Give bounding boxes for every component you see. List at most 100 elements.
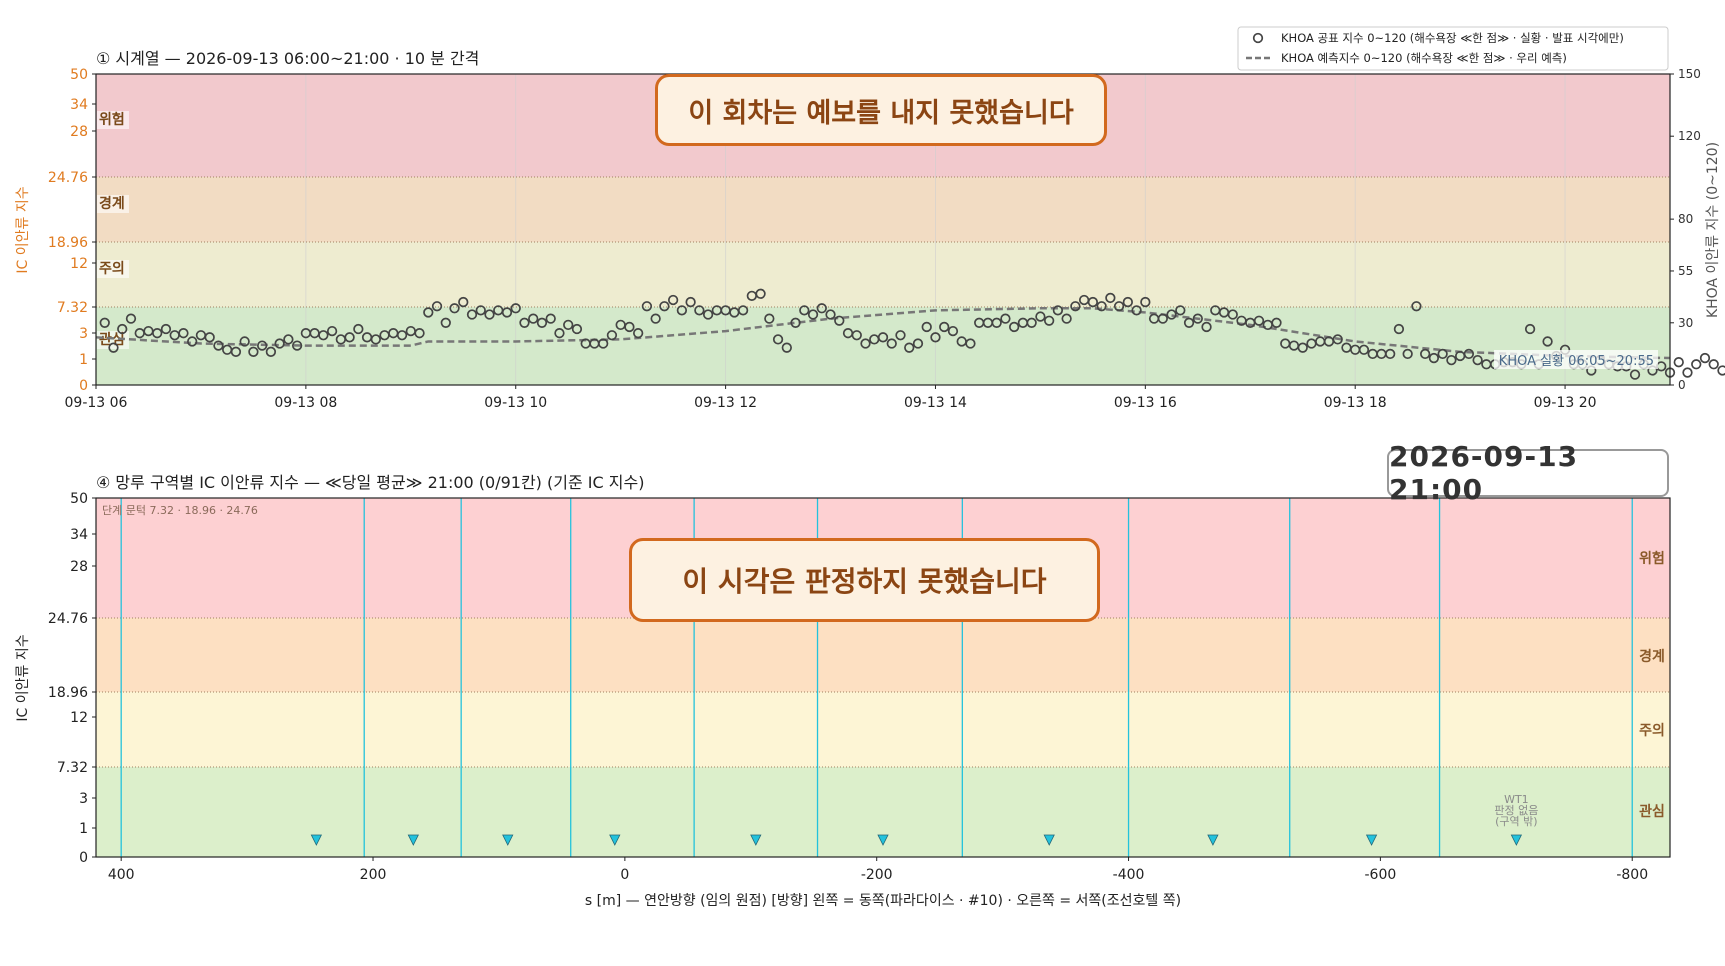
observed-point (440, 317, 451, 328)
observed-point (624, 321, 635, 333)
observed-point (1192, 313, 1203, 324)
observed-point (125, 313, 137, 324)
timestamp-stamp: 2026-09-13 21:00 (1387, 440, 1669, 506)
observed-point (510, 303, 521, 314)
tower-marker (1510, 834, 1523, 846)
observed-point (1183, 317, 1195, 328)
y-tick-label: 50 (70, 491, 88, 507)
y-tick-label: 24.76 (48, 611, 88, 627)
y-right-tick-label: 150 (1678, 67, 1701, 81)
observed-point (737, 305, 749, 316)
observed-point (807, 309, 819, 320)
observed-point (318, 330, 329, 341)
y-axis-label: IC 이안류 지수 (15, 634, 31, 721)
band-label-위험: 위험 (99, 111, 125, 128)
y-right-tick-label: 55 (1678, 264, 1693, 278)
x-axis-label: s [m] — 연안방향 (임의 원점) [방향] 왼쪽 = 동쪽(파라다이스 … (585, 893, 1181, 909)
wt1-label: WT1 (1504, 793, 1529, 806)
observed-point (501, 307, 513, 318)
y-tick-label: 12 (70, 256, 88, 272)
observed-point (764, 313, 775, 324)
observed-point (1105, 292, 1116, 304)
observed-point (283, 334, 294, 345)
observed-point (545, 313, 556, 324)
observed-point (1542, 336, 1553, 347)
bottom-zone-chart: 관심 주의 경계 위험 단계 문턱 7.32 · 18.96 · 24.76 WT1판정 … (15, 473, 1671, 909)
observed-point (1717, 365, 1725, 376)
observed-point (1393, 323, 1405, 335)
observed-point (1227, 309, 1238, 320)
observed-point (1699, 352, 1711, 364)
observed-point (799, 305, 810, 316)
observed-point (790, 317, 801, 328)
wt1-label: 판정 없음 (1494, 804, 1538, 817)
observed-point (1131, 305, 1142, 316)
forecast-line (95, 307, 1671, 360)
x-tick-label: 0 (620, 867, 629, 883)
observed-point (1332, 334, 1343, 345)
observed-point (877, 332, 889, 343)
observed-point (519, 317, 530, 328)
observed-point (860, 338, 871, 349)
observed-point (641, 301, 653, 312)
observed-point (414, 328, 425, 339)
observed-point (1446, 354, 1457, 366)
observed-point (921, 321, 932, 333)
observed-point (274, 338, 285, 349)
y-tick-label: 1 (79, 352, 88, 368)
observed-point (1682, 367, 1693, 378)
observed-point (1463, 348, 1475, 360)
band-경계 (96, 177, 1670, 242)
tower-marker (1365, 834, 1378, 846)
observed-point (396, 330, 408, 341)
observed-point (213, 340, 224, 351)
x-tick-label: 09-13 10 (484, 395, 547, 411)
band-관심 (96, 307, 1670, 385)
observed-point (160, 323, 172, 335)
y-tick-label: 1 (79, 821, 88, 837)
observed-point (694, 305, 705, 316)
band-label-경계: 경계 (1639, 648, 1665, 665)
y-axis-label: IC 이안류 지수 (15, 186, 31, 273)
x-tick-label: 09-13 18 (1324, 395, 1387, 411)
y-tick-label: 18.96 (48, 685, 88, 701)
legend-marker-observed (1252, 32, 1264, 44)
x-tick-label: -600 (1364, 867, 1396, 883)
band-label-관심: 관심 (1639, 803, 1665, 820)
band-label-경계: 경계 (99, 195, 125, 212)
y-tick-label: 50 (70, 67, 88, 83)
y-right-tick-label: 0 (1678, 378, 1686, 392)
observed-point (291, 340, 303, 351)
observed-point (939, 321, 950, 333)
observed-point (755, 288, 766, 299)
legend-box (1237, 26, 1669, 71)
observed-point (606, 330, 618, 341)
observed-point (904, 342, 915, 353)
observed-point (326, 325, 338, 337)
bottom-no-judgement-message: 이 시각은 판정하지 못했습니다 (629, 538, 1100, 622)
observed-point (1428, 352, 1440, 364)
observed-point (851, 330, 862, 341)
band-label-주의: 주의 (1639, 722, 1665, 739)
observed-point (1673, 357, 1684, 368)
plot-frame (95, 497, 1671, 858)
observed-point (912, 338, 924, 349)
observed-point (1358, 344, 1370, 355)
y-tick-label: 34 (70, 527, 88, 543)
observed-point (265, 346, 277, 357)
observed-point (1201, 321, 1212, 333)
observed-point (685, 296, 696, 308)
observed-point (1000, 313, 1011, 324)
observed-point (484, 309, 495, 320)
observed-point (1026, 317, 1037, 328)
observed-point (423, 307, 434, 318)
observed-point (1157, 313, 1168, 324)
band-경계 (96, 618, 1670, 692)
y-tick-label: 18.96 (48, 235, 88, 251)
band-주의 (96, 242, 1670, 307)
observed-point (178, 328, 189, 339)
observed-point (825, 309, 836, 320)
y-tick-label: 24.76 (48, 170, 88, 186)
observed-point (1035, 311, 1046, 322)
observed-point (1061, 313, 1072, 324)
